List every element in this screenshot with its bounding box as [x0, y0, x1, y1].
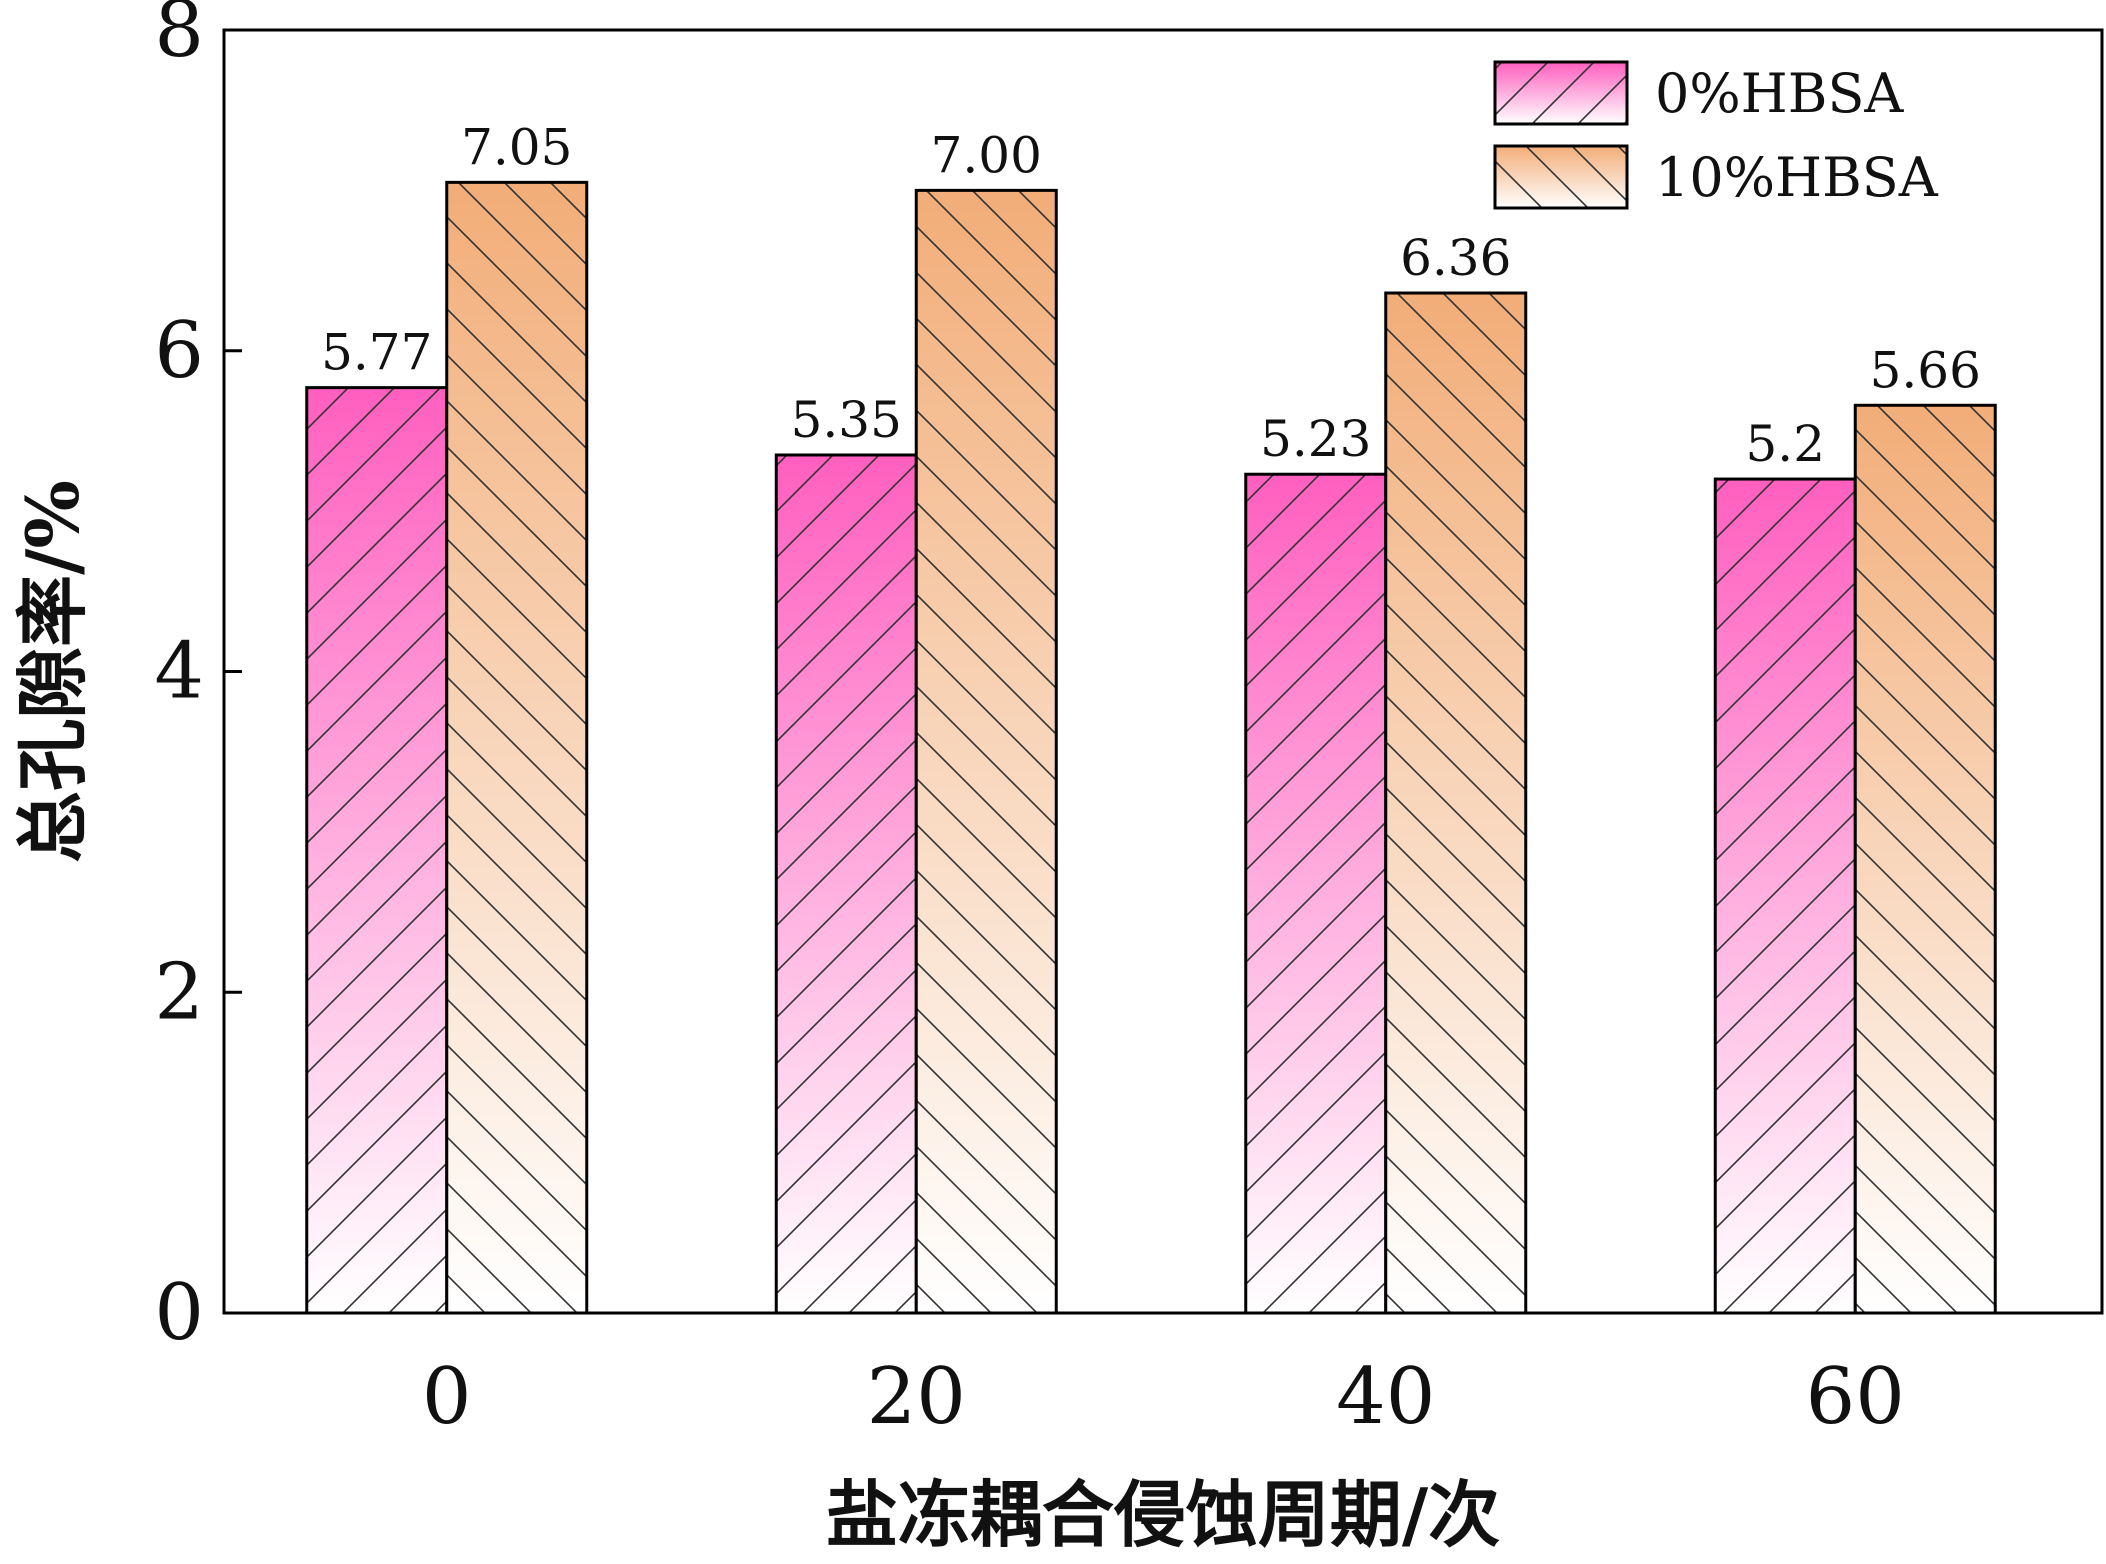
- y-tick-label: 2: [154, 947, 204, 1037]
- data-label: 5.35: [791, 391, 902, 449]
- data-labels-layer: 5.77 5.35 5.23 5.2 7.05 7.00 6.36 5.66: [321, 118, 1981, 473]
- bar-hatch: [1715, 479, 1856, 1313]
- legend-swatch-hatch: [1495, 62, 1627, 124]
- data-label: 5.77: [321, 324, 432, 382]
- data-label: 5.23: [1260, 410, 1371, 468]
- x-axis: 0 20 40 60: [422, 1352, 1905, 1442]
- bar-hatch: [776, 454, 917, 1313]
- data-label: 6.36: [1400, 229, 1511, 287]
- y-tick-label: 0: [154, 1268, 204, 1358]
- bar-10%HBSA-0: [445, 180, 589, 1315]
- data-label: 7.05: [461, 118, 572, 176]
- bar-hatch: [1245, 474, 1386, 1313]
- bar-hatch: [1855, 405, 1996, 1314]
- y-axis: 0 2 4 6 8: [154, 0, 242, 1358]
- x-tick-label: 0: [422, 1352, 472, 1442]
- y-axis-title: 总孔隙率/%: [10, 480, 95, 863]
- data-label: 5.66: [1870, 341, 1981, 399]
- y-tick-label: 6: [154, 306, 204, 396]
- bar-0%HBSA-40: [1244, 472, 1388, 1315]
- bar-hatch: [306, 387, 447, 1314]
- bar-hatch: [446, 182, 587, 1314]
- bar-0%HBSA-60: [1713, 477, 1857, 1315]
- bar-hatch: [1385, 293, 1526, 1313]
- legend-swatch-outline: [1493, 60, 1629, 126]
- bar-hatch: [916, 190, 1057, 1313]
- x-tick-label: 40: [1336, 1352, 1435, 1442]
- data-label: 7.00: [931, 126, 1042, 184]
- bars-layer: [305, 180, 1997, 1315]
- legend-item: 10%HBSA: [1493, 144, 1939, 210]
- legend-label: 10%HBSA: [1655, 146, 1939, 209]
- bar-0%HBSA-20: [774, 453, 918, 1315]
- bar-10%HBSA-40: [1384, 291, 1528, 1315]
- legend-item: 0%HBSA: [1493, 60, 1904, 126]
- x-tick-label: 60: [1806, 1352, 1905, 1442]
- legend-label: 0%HBSA: [1655, 62, 1904, 125]
- bar-10%HBSA-60: [1853, 403, 1997, 1315]
- legend-swatch-hatch: [1495, 146, 1627, 208]
- y-tick-label: 4: [154, 627, 204, 717]
- legend-swatch-outline: [1493, 144, 1629, 210]
- bar-10%HBSA-20: [914, 188, 1058, 1315]
- x-tick-label: 20: [867, 1352, 966, 1442]
- y-tick-label: 8: [154, 0, 204, 75]
- data-label: 5.2: [1745, 415, 1825, 473]
- x-axis-title: 盐冻耦合侵蚀周期/次: [826, 1472, 1500, 1557]
- legend: 0%HBSA 10%HBSA: [1493, 60, 1939, 210]
- bar-0%HBSA-0: [305, 386, 449, 1315]
